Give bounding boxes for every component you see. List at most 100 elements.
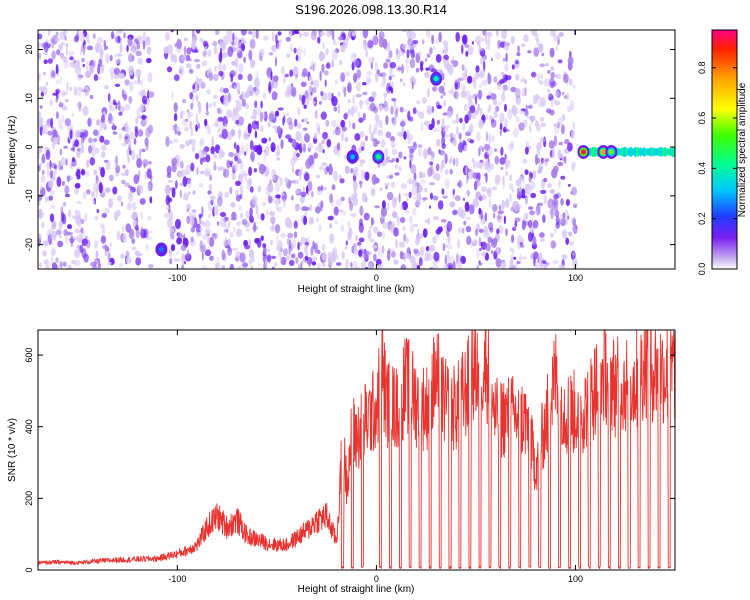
- spectrogram-speckle: [412, 78, 417, 86]
- spectrogram-speckle: [202, 234, 207, 240]
- spectrogram-speckle: [504, 103, 507, 112]
- spectrogram-speckle: [230, 201, 236, 208]
- spectrogram-speckle: [401, 64, 404, 74]
- spectrogram-speckle: [61, 114, 65, 123]
- spectrogram-speckle: [137, 185, 140, 189]
- spectrogram-speckle: [91, 139, 96, 150]
- spectrogram-speckle: [195, 112, 198, 124]
- spectrogram-speckle: [550, 30, 556, 37]
- spectrogram-speckle: [200, 138, 205, 146]
- spectrogram-speckle: [493, 110, 498, 119]
- spectrogram-speckle: [312, 64, 315, 72]
- spectrogram-speckle: [115, 164, 121, 174]
- spectrogram-speckle: [294, 118, 298, 127]
- spectrogram-speckle: [334, 220, 338, 225]
- spectrogram-speckle: [444, 168, 449, 176]
- spectrogram-speckle: [77, 220, 82, 228]
- spectrogram-speckle: [456, 260, 463, 269]
- spectrogram-speckle: [478, 262, 483, 266]
- spectrogram-speckle: [401, 126, 404, 135]
- spectrogram-speckle: [399, 78, 403, 83]
- spectrogram-speckle: [409, 222, 415, 233]
- spectrogram-speckle: [498, 247, 502, 253]
- spectrogram-speckle: [325, 48, 329, 56]
- spectrogram-speckle: [358, 237, 365, 243]
- spectrogram-speckle: [383, 106, 389, 112]
- spectrogram-speckle: [390, 251, 396, 258]
- spectrogram-speckle: [554, 100, 561, 106]
- spectrogram-speckle: [189, 217, 195, 226]
- spectrogram-speckle: [199, 38, 204, 42]
- spectrogram-speckle: [339, 178, 345, 184]
- spectrogram-speckle: [134, 126, 138, 133]
- spectrogram-speckle: [79, 49, 82, 56]
- spectrogram-speckle: [331, 59, 335, 68]
- spectrogram-speckle: [76, 201, 83, 205]
- spectrogram-speckle: [247, 73, 253, 82]
- spectrogram-speckle: [565, 237, 570, 245]
- spectrogram-speckle: [236, 158, 242, 164]
- spectrogram-speckle: [253, 86, 257, 92]
- spectrogram-speckle: [271, 125, 277, 129]
- spectrogram-speckle: [332, 256, 336, 263]
- spectrogram-speckle: [228, 251, 231, 255]
- spectrogram-speckle: [452, 209, 458, 216]
- spectrogram-speckle: [390, 140, 396, 149]
- spectrogram-speckle: [125, 121, 128, 133]
- spectrogram-speckle: [268, 194, 271, 204]
- spectrogram-speckle: [262, 92, 267, 100]
- spectrogram-speckle: [511, 188, 515, 193]
- spectrogram-speckle: [306, 185, 309, 195]
- spectrogram-speckle: [38, 111, 42, 117]
- spectrogram-speckle: [304, 242, 310, 246]
- spectrogram-speckle: [244, 151, 247, 156]
- spectrogram-speckle: [345, 240, 348, 246]
- spectrogram-speckle: [185, 63, 192, 69]
- spectrogram-speckle: [62, 261, 67, 267]
- spectrogram-speckle: [241, 43, 246, 52]
- spectrogram-speckle: [540, 74, 543, 79]
- spectrogram-speckle: [135, 72, 142, 79]
- spectrogram-speckle: [509, 259, 514, 268]
- spectrogram-speckle: [314, 242, 318, 254]
- spectrogram-speckle: [121, 179, 126, 185]
- spectrogram-speckle: [425, 30, 431, 38]
- spectrogram-speckle: [549, 47, 555, 58]
- spectrogram-speckle: [492, 212, 496, 219]
- spectrogram-speckle: [196, 223, 201, 234]
- spectrogram-speckle: [174, 218, 181, 230]
- spectrogram-speckle: [385, 59, 391, 63]
- spectrogram-speckle: [477, 172, 481, 182]
- spectrogram-speckle: [240, 144, 245, 155]
- spectrogram-speckle: [218, 124, 224, 132]
- spectrogram-speckle: [71, 157, 76, 163]
- spectrogram-speckle: [86, 161, 90, 168]
- spectrogram-speckle: [500, 72, 503, 75]
- spectrogram-speckle: [95, 147, 100, 154]
- spectrogram-speckle: [41, 221, 45, 229]
- spectrogram-speckle: [396, 215, 400, 226]
- spectrogram-speckle: [443, 44, 449, 55]
- spectrogram-speckle: [359, 131, 365, 138]
- spectrogram-speckle: [183, 261, 187, 265]
- spectrogram-speckle: [364, 135, 368, 142]
- spectrogram-speckle: [125, 256, 132, 264]
- spectrogram-speckle: [397, 67, 402, 71]
- spectrogram-speckle: [60, 90, 66, 97]
- spectrogram-speckle: [92, 129, 99, 136]
- spectrogram-speckle: [113, 74, 120, 80]
- spectrogram-speckle: [59, 53, 64, 58]
- spectrogram-speckle: [69, 56, 74, 61]
- spectrogram-speckle: [68, 50, 75, 57]
- spectrogram-speckle: [341, 251, 345, 260]
- spectrogram-speckle: [251, 120, 258, 130]
- spectrogram-speckle: [482, 30, 487, 36]
- spectrogram-speckle: [76, 86, 83, 97]
- spectrogram-speckle: [398, 151, 403, 159]
- spectrogram-speckle: [207, 190, 212, 195]
- spectrogram-speckle: [38, 55, 42, 61]
- spectrogram-speckle: [143, 162, 146, 169]
- spectrogram-speckle: [442, 127, 449, 133]
- spectrogram-speckle: [416, 265, 421, 269]
